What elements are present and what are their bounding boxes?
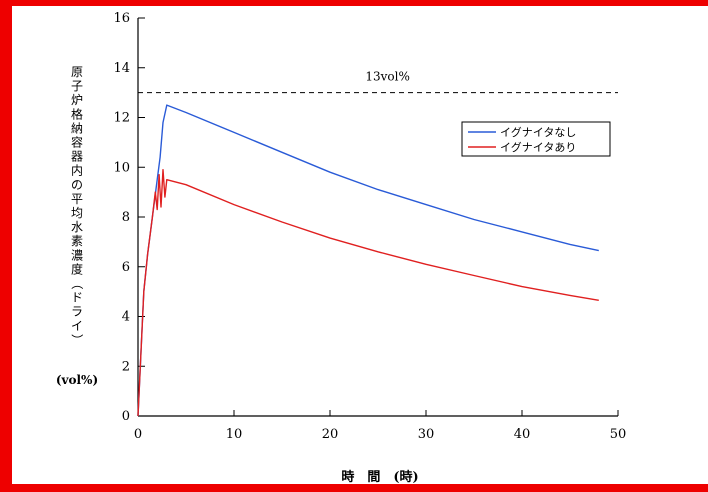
y-axis-label-char: 容 bbox=[71, 135, 83, 150]
y-tick-label: 0 bbox=[122, 409, 130, 424]
reference-line-label: 13vol% bbox=[365, 70, 410, 84]
y-axis-label-char: （ bbox=[70, 277, 84, 289]
data-series bbox=[137, 104, 599, 417]
y-tick-label: 8 bbox=[122, 210, 130, 225]
y-axis-label-char: 炉 bbox=[71, 93, 83, 107]
y-axis-label-char: 水 bbox=[71, 220, 83, 234]
series-line-2 bbox=[137, 169, 599, 417]
x-tick-label: 40 bbox=[514, 427, 531, 442]
y-axis-label-char: 子 bbox=[71, 79, 83, 93]
y-tick-label: 14 bbox=[113, 61, 130, 76]
legend-box bbox=[461, 121, 611, 157]
y-axis-label-char: イ bbox=[71, 319, 83, 333]
y-axis-label-char: 度 bbox=[71, 261, 83, 276]
y-axis-label-char: 素 bbox=[71, 234, 83, 248]
y-tick-label: 6 bbox=[122, 260, 130, 275]
y-tick-label: 10 bbox=[113, 160, 130, 175]
x-tick-label: 20 bbox=[322, 427, 339, 442]
y-axis-label-char: ラ bbox=[71, 305, 83, 319]
y-axis-label-char: 納 bbox=[71, 121, 83, 135]
y-axis-label-char: 均 bbox=[71, 206, 83, 220]
y-axis-label-char: ） bbox=[70, 334, 84, 346]
reference-line-13vol: 13vol% bbox=[138, 70, 618, 94]
y-axis-label-char: 器 bbox=[71, 150, 83, 164]
y-axis-label-char: 濃 bbox=[71, 248, 83, 262]
tick-labels: 0 2 4 6 8 10 12 14 16 0 10 20 30 40 50 bbox=[113, 11, 626, 442]
y-tick-label: 2 bbox=[122, 359, 130, 374]
x-tick-label: 30 bbox=[418, 427, 435, 442]
y-axis-label-char: 平 bbox=[71, 192, 83, 206]
y-axis-label-char: の bbox=[71, 178, 83, 192]
legend-label: イグナイタなし bbox=[500, 125, 576, 139]
y-tick-label: 16 bbox=[113, 11, 130, 26]
y-tick-label: 4 bbox=[122, 310, 130, 325]
y-axis-label-char: 原 bbox=[71, 65, 83, 79]
y-tick-label: 12 bbox=[113, 111, 130, 126]
y-axis-label-char: 内 bbox=[71, 164, 83, 178]
x-tick-label: 10 bbox=[226, 427, 243, 442]
x-tick-label: 0 bbox=[134, 427, 142, 442]
legend-label: イグナイタあり bbox=[500, 140, 576, 154]
y-axis-label-char: ド bbox=[71, 291, 83, 305]
y-axis-unit-label: (vol%) bbox=[56, 373, 98, 387]
y-axis-label-char: 格 bbox=[71, 106, 83, 121]
x-tick-label: 50 bbox=[610, 427, 627, 442]
x-axis-label: 時 間 (時) bbox=[341, 469, 418, 485]
